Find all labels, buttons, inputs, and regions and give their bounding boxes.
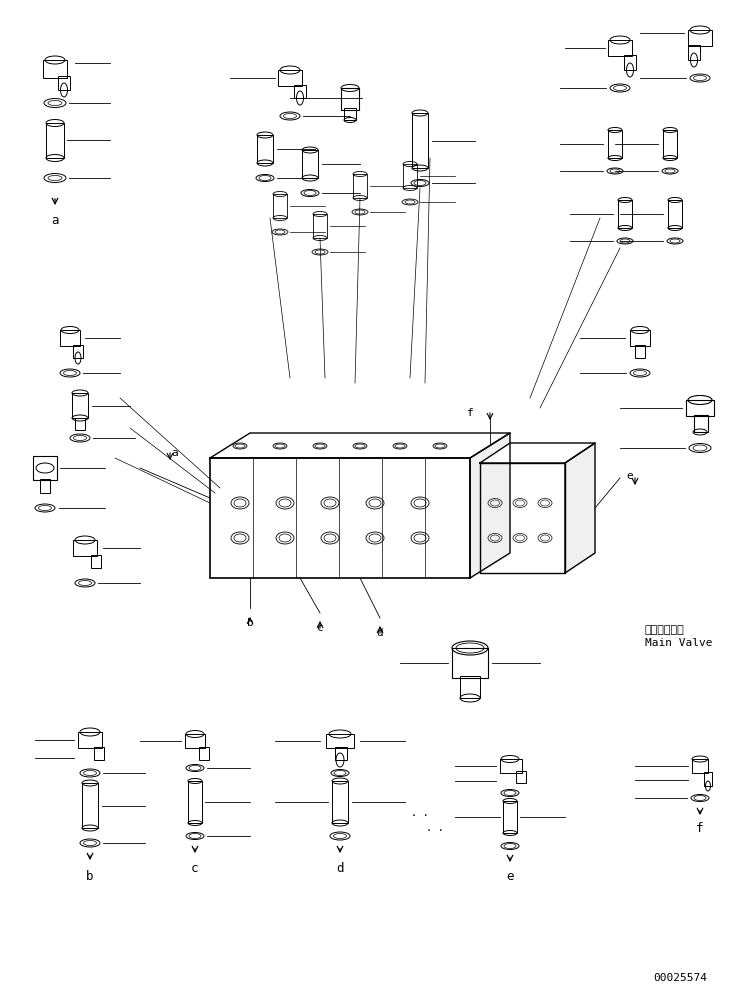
Text: a: a <box>51 214 59 227</box>
Bar <box>412 113 428 168</box>
Bar <box>503 801 517 833</box>
Bar <box>341 88 359 110</box>
Text: a: a <box>172 448 178 458</box>
Polygon shape <box>470 433 510 578</box>
Text: . .: . . <box>411 808 428 818</box>
Bar <box>694 415 708 432</box>
Bar <box>302 150 318 178</box>
Text: e: e <box>506 869 514 882</box>
Bar <box>686 400 714 416</box>
Bar <box>663 130 677 158</box>
Polygon shape <box>480 443 595 463</box>
Bar <box>278 70 302 86</box>
Bar <box>199 747 209 760</box>
Bar <box>78 732 102 748</box>
Bar <box>73 540 97 556</box>
Text: e: e <box>626 471 633 481</box>
Bar <box>516 771 526 783</box>
Text: c: c <box>191 861 199 874</box>
Bar <box>43 60 67 78</box>
Bar <box>452 648 488 678</box>
Bar <box>73 345 83 358</box>
Bar <box>33 456 57 480</box>
Polygon shape <box>210 433 510 458</box>
Bar <box>91 555 101 568</box>
Polygon shape <box>565 443 595 573</box>
Bar <box>313 214 327 238</box>
Bar <box>704 772 712 786</box>
Bar <box>403 164 417 188</box>
Text: Main Valve: Main Valve <box>645 638 712 648</box>
Bar <box>210 458 470 578</box>
Bar <box>688 30 712 46</box>
Text: f: f <box>467 408 474 418</box>
Bar <box>185 734 205 748</box>
Bar <box>257 135 273 163</box>
Bar <box>460 676 480 698</box>
Bar <box>692 759 708 773</box>
Bar <box>608 130 622 158</box>
Text: メインバルブ: メインバルブ <box>645 625 684 635</box>
Bar <box>94 747 104 760</box>
Bar <box>500 759 522 773</box>
Text: 00025574: 00025574 <box>653 973 707 983</box>
Bar <box>668 200 682 228</box>
Bar <box>46 123 64 158</box>
Bar <box>480 463 565 573</box>
Bar <box>688 45 700 60</box>
Text: d: d <box>376 628 383 638</box>
Bar <box>82 783 98 828</box>
Bar <box>624 55 636 70</box>
Bar <box>273 194 287 218</box>
Bar <box>188 781 202 823</box>
Text: f: f <box>697 821 704 834</box>
Text: b: b <box>87 869 94 882</box>
Text: c: c <box>316 623 323 633</box>
Bar <box>344 108 356 120</box>
Bar <box>72 393 88 418</box>
Bar <box>335 747 347 760</box>
Text: b: b <box>247 618 253 628</box>
Bar <box>353 174 367 198</box>
Bar <box>630 330 650 346</box>
Bar <box>618 200 632 228</box>
Bar <box>40 479 50 493</box>
Bar <box>294 85 306 98</box>
Text: d: d <box>337 861 344 874</box>
Bar <box>332 781 348 823</box>
Bar <box>635 345 645 358</box>
Bar <box>58 76 70 90</box>
Bar <box>326 734 354 748</box>
Bar <box>75 418 85 430</box>
Text: . .: . . <box>426 823 444 833</box>
Bar <box>60 330 80 346</box>
Bar <box>608 40 632 56</box>
